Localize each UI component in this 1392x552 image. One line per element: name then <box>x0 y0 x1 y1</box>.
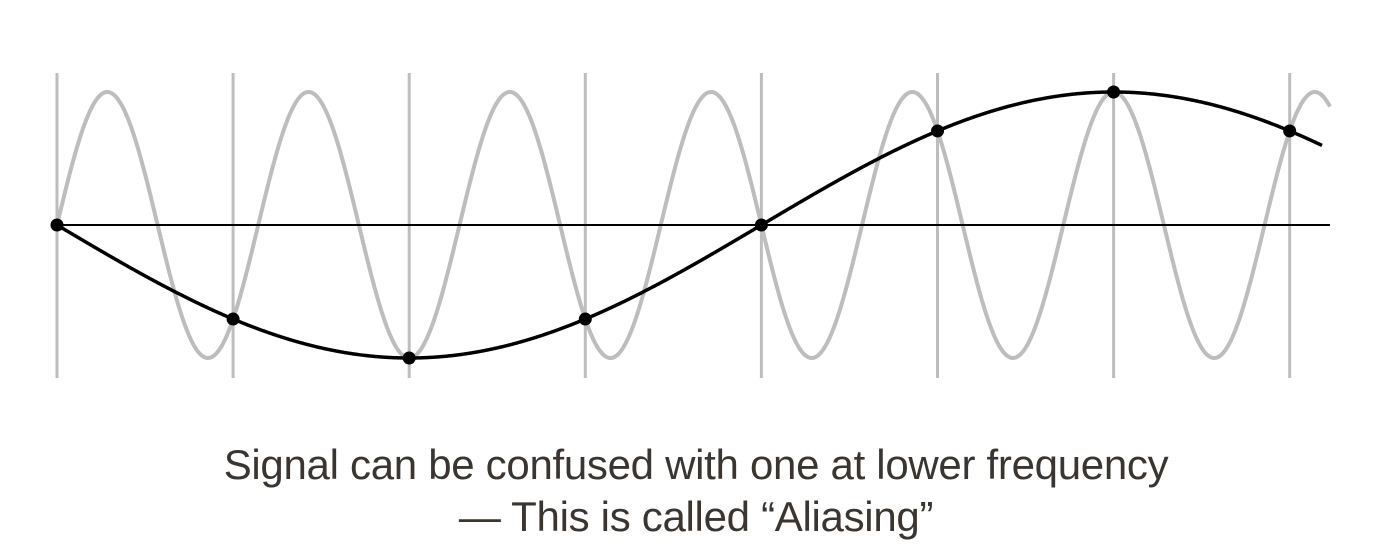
sample-point <box>402 351 416 365</box>
caption-line-1: Signal can be confused with one at lower… <box>223 441 1169 488</box>
sample-point <box>50 218 64 232</box>
sample-point <box>578 312 592 326</box>
sample-point <box>226 312 240 326</box>
aliasing-diagram <box>50 73 1332 378</box>
sample-point <box>754 218 768 232</box>
sample-point <box>1283 124 1297 138</box>
caption-line-2: — This is called “Aliasing” <box>458 493 934 540</box>
sample-point <box>931 124 944 138</box>
sample-point <box>1107 85 1121 99</box>
sample-points <box>50 85 1297 365</box>
